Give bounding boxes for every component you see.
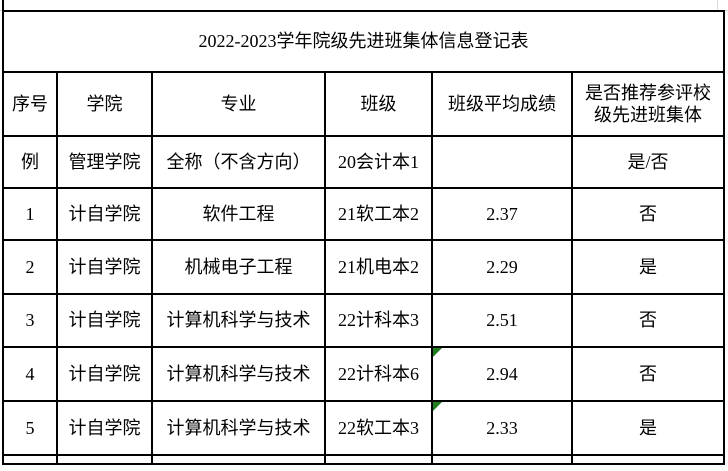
table-row-4: 4 计自学院 计算机科学与技术 22计科本6 2.94 否 (2, 346, 726, 402)
cell-college[interactable]: 计自学院 (56, 187, 153, 241)
cell-seq[interactable]: 3 (2, 293, 58, 348)
cell-empty[interactable] (570, 454, 726, 465)
cell-class[interactable]: 22软工本3 (324, 400, 433, 456)
cell-major[interactable]: 计算机科学与技术 (151, 400, 326, 456)
table-title-cell[interactable]: 2022-2023学年院级先进班集体信息登记表 (1, 10, 726, 73)
cell-college[interactable]: 计自学院 (56, 400, 153, 456)
cell-seq[interactable]: 4 (2, 346, 58, 402)
cell-class[interactable]: 20会计本1 (324, 135, 433, 189)
cell-college[interactable]: 计自学院 (56, 346, 153, 402)
cell-major[interactable]: 软件工程 (151, 187, 326, 241)
cell-empty[interactable] (2, 454, 58, 465)
cell-recommend[interactable]: 否 (570, 293, 726, 348)
cell-major[interactable]: 机械电子工程 (151, 239, 326, 295)
table-row-example: 例 管理学院 全称（不含方向） 20会计本1 是/否 (2, 135, 726, 189)
cell-class[interactable]: 21机电本2 (324, 239, 433, 295)
cell-seq[interactable]: 2 (2, 239, 58, 295)
col-header-class[interactable]: 班级 (324, 71, 433, 137)
cell-recommend[interactable]: 是/否 (570, 135, 726, 189)
table-row-5: 5 计自学院 计算机科学与技术 22软工本3 2.33 是 (2, 400, 726, 456)
cell-score-value: 2.94 (486, 363, 518, 384)
col-header-major[interactable]: 专业 (151, 71, 326, 137)
cell-seq[interactable]: 例 (2, 135, 58, 189)
error-indicator-icon (434, 403, 442, 411)
cell-score[interactable] (431, 135, 573, 189)
col-header-seq[interactable]: 序号 (2, 71, 58, 137)
cell-empty[interactable] (431, 454, 573, 465)
cell-major[interactable]: 计算机科学与技术 (151, 293, 326, 348)
error-indicator-icon (434, 349, 442, 357)
table-row-partial (2, 454, 726, 465)
cell-score[interactable]: 2.33 (431, 400, 573, 456)
cell-class[interactable]: 22计科本6 (324, 346, 433, 402)
cell-recommend[interactable]: 是 (570, 239, 726, 295)
cell-score[interactable]: 2.51 (431, 293, 573, 348)
cell-recommend[interactable]: 否 (570, 346, 726, 402)
table-row-2: 2 计自学院 机械电子工程 21机电本2 2.29 是 (2, 239, 726, 295)
table-row-1: 1 计自学院 软件工程 21软工本2 2.37 否 (2, 187, 726, 241)
cell-score[interactable]: 2.94 (431, 346, 573, 402)
cell-seq[interactable]: 5 (2, 400, 58, 456)
cell-major[interactable]: 计算机科学与技术 (151, 346, 326, 402)
table-row-3: 3 计自学院 计算机科学与技术 22计科本3 2.51 否 (2, 293, 726, 348)
cell-recommend[interactable]: 是 (570, 400, 726, 456)
cell-college[interactable]: 计自学院 (56, 239, 153, 295)
cell-college[interactable]: 计自学院 (56, 293, 153, 348)
cell-empty[interactable] (56, 454, 153, 465)
cell-seq[interactable]: 1 (2, 187, 58, 241)
cell-empty[interactable] (324, 454, 433, 465)
cell-college[interactable]: 管理学院 (56, 135, 153, 189)
excel-gridline-vertical (717, 0, 718, 10)
cell-class[interactable]: 22计科本3 (324, 293, 433, 348)
cell-empty[interactable] (151, 454, 326, 465)
cell-major[interactable]: 全称（不含方向） (151, 135, 326, 189)
cell-class[interactable]: 21软工本2 (324, 187, 433, 241)
cell-score[interactable]: 2.29 (431, 239, 573, 295)
col-header-college[interactable]: 学院 (56, 71, 153, 137)
cell-score-value: 2.33 (486, 417, 518, 438)
cell-recommend[interactable]: 否 (570, 187, 726, 241)
cell-score[interactable]: 2.37 (431, 187, 573, 241)
col-header-score[interactable]: 班级平均成绩 (431, 71, 573, 137)
registration-table: 2022-2023学年院级先进班集体信息登记表 序号 学院 专业 班级 班级平均… (1, 10, 726, 465)
table-left-border-extension (2, 0, 4, 11)
col-header-recommend[interactable]: 是否推荐参评校 级先进班集体 (570, 71, 726, 137)
